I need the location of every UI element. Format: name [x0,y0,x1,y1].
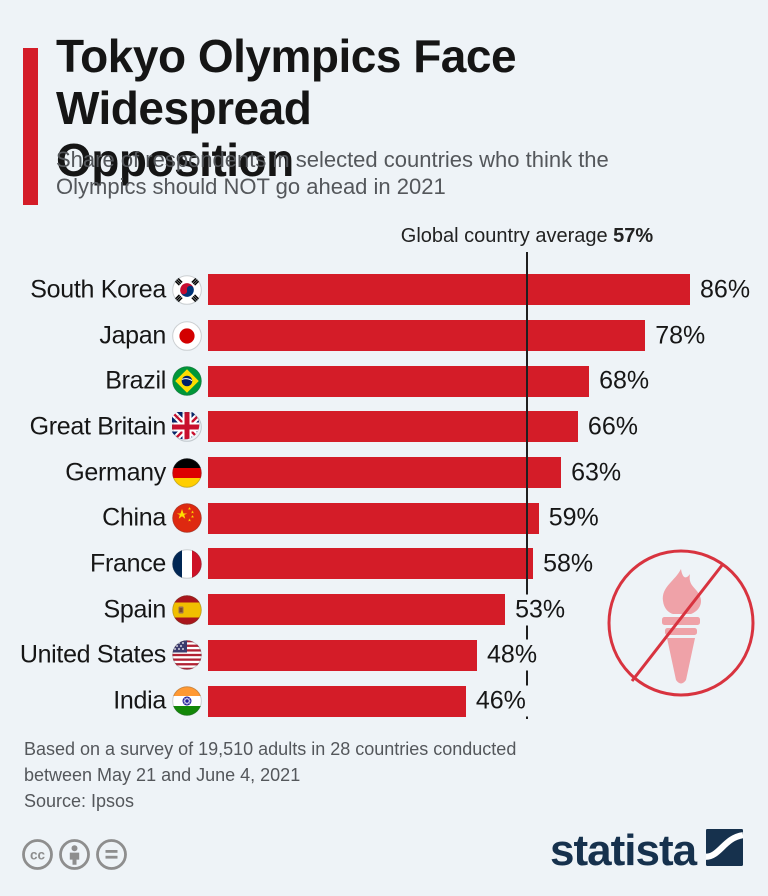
bar [208,685,466,717]
survey-note: Based on a survey of 19,510 adults in 28… [24,739,517,785]
country-label: India [113,686,166,715]
chart-row: Japan 78% [0,313,768,359]
chart-row: United States 48% [0,633,768,679]
value-label: 59% [542,502,602,534]
statista-logo[interactable]: statista [550,826,744,875]
cc-icon[interactable]: cc [21,838,54,871]
bar [208,365,590,397]
value-label: 78% [649,320,709,352]
country-label: United States [19,640,166,669]
average-value: 57% [613,225,654,247]
average-line [526,252,528,719]
equal-icon[interactable] [95,838,128,871]
bar [208,639,478,671]
france-flag-icon [172,549,202,579]
page-subtitle: Share of respondents in selected countri… [56,147,609,199]
value-label: 68% [593,365,653,397]
average-label: Global country average 57% [401,225,653,248]
value-label: 66% [581,411,641,443]
chart-row: Great Britain 66% [0,404,768,450]
chart-row: Spain 53% [0,587,768,633]
south-korea-flag-icon [172,275,202,305]
country-label: France [89,549,166,578]
chart-row: Brazil 68% [0,358,768,404]
average-label-text: Global country average [400,225,608,247]
value-label: 86% [694,274,754,306]
bar [208,274,691,306]
country-label: Spain [103,595,167,624]
china-flag-icon [172,503,202,533]
chart-row: South Korea 86% [0,267,768,313]
no-olympics-torch-icon [605,547,757,699]
country-label: South Korea [30,275,166,304]
chart-row: Germany 63% [0,450,768,496]
country-label: China [102,503,166,532]
bar [208,457,562,489]
value-label: 63% [565,457,625,489]
chart-row: China 59% [0,496,768,542]
title-accent-bar [23,48,38,205]
license-badges: cc [21,838,128,871]
bar [208,502,539,534]
bar [208,548,534,580]
source-label: Source: Ipsos [24,791,135,811]
united-states-flag-icon [172,640,202,670]
attribution-icon[interactable] [58,838,91,871]
value-label: 48% [481,639,541,671]
statista-logo-text: statista [550,826,697,875]
value-label: 53% [509,594,569,626]
statista-logo-mark-icon [705,829,744,871]
japan-flag-icon [172,321,202,351]
country-label: Germany [65,458,166,487]
country-label: Great Britain [29,412,167,441]
bar [208,411,578,443]
value-label: 58% [537,548,597,580]
country-label: Brazil [105,366,166,395]
bar-chart: South Korea 86% Japan 78% Brazil 68% Great B… [0,267,768,725]
great-britain-flag-icon [172,412,202,442]
germany-flag-icon [172,458,202,488]
page-title: Tokyo Olympics Face Widespread Oppositio… [56,30,517,186]
svg-text:cc: cc [30,848,46,863]
spain-flag-icon [172,595,202,625]
value-label: 46% [469,685,529,717]
india-flag-icon [172,686,202,716]
bar [208,319,646,351]
chart-row: France 58% [0,541,768,587]
chart-row: India 46% [0,678,768,724]
brazil-flag-icon [172,366,202,396]
bar [208,594,506,626]
country-label: Japan [99,321,166,350]
